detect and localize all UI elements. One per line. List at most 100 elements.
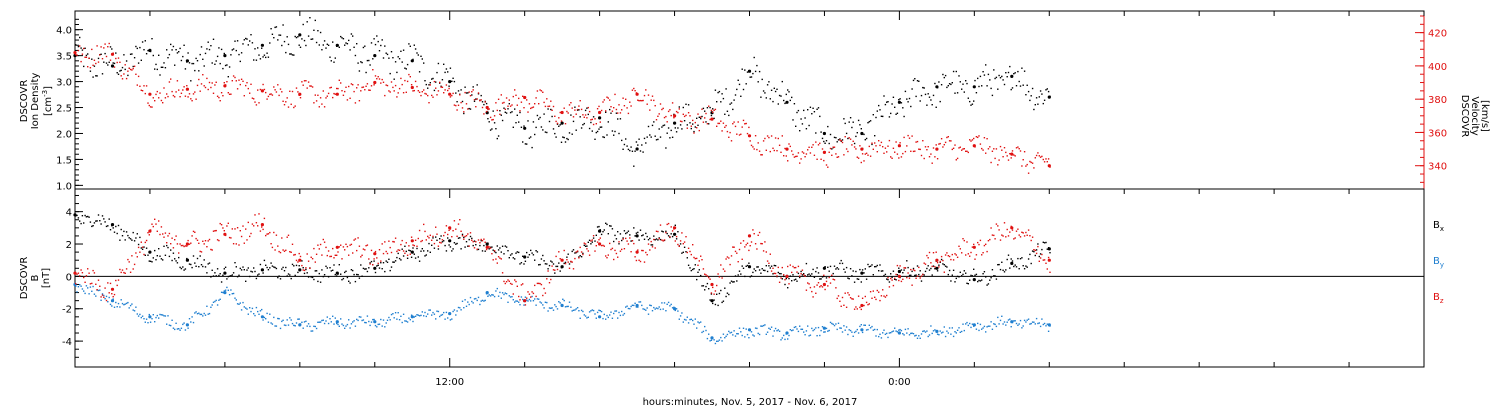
data-point [915, 277, 917, 279]
data-point [145, 247, 148, 249]
data-point [986, 326, 988, 328]
data-point [243, 242, 245, 244]
data-point [491, 246, 493, 248]
data-point [985, 331, 987, 333]
data-point [465, 92, 468, 94]
data-point [509, 282, 512, 285]
data-point [574, 109, 576, 111]
data-point [813, 276, 816, 278]
data-point [298, 318, 300, 320]
data-point-anchor [935, 266, 939, 270]
data-point [899, 142, 901, 144]
data-point [1015, 322, 1018, 325]
data-point [697, 264, 699, 266]
data-point [127, 258, 129, 261]
data-point [156, 90, 158, 93]
data-point [962, 273, 964, 276]
data-point [857, 332, 860, 334]
data-point [844, 271, 846, 273]
data-point [392, 240, 394, 243]
data-point [558, 117, 560, 119]
data-point [580, 256, 583, 258]
data-point [240, 78, 243, 80]
data-point [286, 319, 288, 321]
data-point [590, 119, 592, 121]
data-point [658, 306, 660, 308]
data-point [849, 297, 852, 299]
data-point [302, 23, 304, 26]
data-point [891, 276, 893, 279]
data-point-anchor [185, 59, 189, 63]
data-point [278, 34, 280, 36]
data-point [321, 103, 323, 105]
data-point [168, 255, 171, 258]
data-point [1038, 155, 1040, 157]
data-point [722, 122, 725, 124]
data-point [539, 89, 541, 91]
data-point [539, 301, 541, 303]
data-point [394, 237, 397, 239]
data-point-anchor [373, 252, 377, 256]
data-point [973, 243, 975, 246]
data-point [808, 283, 810, 285]
data-point [891, 103, 893, 105]
data-point [955, 277, 957, 280]
data-point [556, 308, 559, 310]
data-point [583, 314, 585, 316]
data-point [539, 116, 541, 119]
data-point [683, 115, 686, 118]
data-point [116, 72, 118, 74]
data-point [880, 337, 883, 339]
data-point [357, 237, 359, 239]
data-point [586, 107, 588, 109]
data-point [336, 322, 338, 325]
data-point [812, 296, 814, 298]
data-point [986, 138, 988, 140]
data-point [982, 149, 984, 151]
data-point [700, 117, 702, 120]
data-point [841, 331, 844, 333]
data-point-anchor [335, 43, 339, 47]
data-point [991, 234, 994, 236]
data-point [1029, 253, 1031, 256]
data-point [291, 54, 294, 56]
data-point [366, 315, 369, 317]
data-point [872, 329, 874, 331]
data-point [902, 152, 904, 155]
data-point [275, 234, 278, 236]
data-point [661, 239, 663, 241]
data-point [613, 312, 615, 315]
data-point [1006, 321, 1008, 323]
data-point-anchor [560, 110, 564, 115]
data-point [271, 246, 274, 249]
data-point [535, 126, 537, 129]
data-point [568, 104, 571, 106]
data-point [1006, 258, 1008, 261]
data-point [522, 298, 524, 301]
data-point [307, 81, 310, 83]
data-point [516, 114, 518, 116]
data-point [464, 299, 466, 301]
data-point [634, 150, 636, 152]
data-point [184, 95, 187, 97]
data-point [101, 215, 104, 217]
data-point [705, 285, 707, 288]
data-point [145, 85, 148, 87]
data-point [483, 113, 485, 115]
data-point [714, 342, 717, 345]
data-point [823, 331, 825, 333]
data-point [813, 154, 816, 156]
data-point [819, 278, 821, 280]
data-point [515, 94, 517, 96]
data-point [627, 243, 630, 245]
data-point [618, 104, 620, 106]
data-point [505, 97, 508, 99]
data-point [816, 267, 818, 269]
data-point [511, 253, 513, 255]
data-point [883, 152, 885, 154]
data-point [543, 287, 545, 290]
data-point [808, 335, 810, 337]
data-point [378, 50, 381, 52]
data-point [864, 139, 866, 141]
data-point [235, 299, 237, 301]
